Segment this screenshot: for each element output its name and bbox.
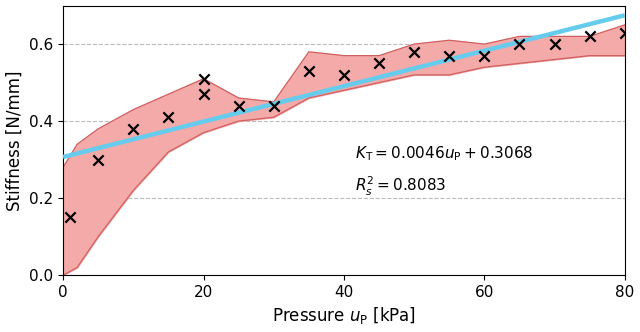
Point	[550, 42, 560, 47]
Text: $K_\mathrm{T} = 0.0046u_\mathrm{P} + 0.3068$: $K_\mathrm{T} = 0.0046u_\mathrm{P} + 0.3…	[355, 144, 534, 163]
Y-axis label: Stiffness [N/mm]: Stiffness [N/mm]	[6, 70, 24, 210]
Point	[444, 53, 454, 58]
Point	[584, 34, 595, 39]
Point	[269, 103, 279, 108]
Point	[620, 30, 630, 35]
Point	[128, 126, 138, 131]
Point	[479, 53, 490, 58]
Point	[515, 42, 525, 47]
Point	[198, 92, 209, 97]
Point	[65, 215, 76, 220]
Text: $R_s^2 = 0.8083$: $R_s^2 = 0.8083$	[355, 175, 447, 198]
Point	[304, 68, 314, 74]
Point	[374, 61, 384, 66]
Point	[409, 49, 419, 54]
X-axis label: Pressure $u_\mathrm{P}$ [kPa]: Pressure $u_\mathrm{P}$ [kPa]	[272, 305, 416, 326]
Point	[234, 103, 244, 108]
Point	[93, 157, 103, 162]
Point	[198, 76, 209, 81]
Point	[339, 72, 349, 78]
Point	[163, 115, 173, 120]
